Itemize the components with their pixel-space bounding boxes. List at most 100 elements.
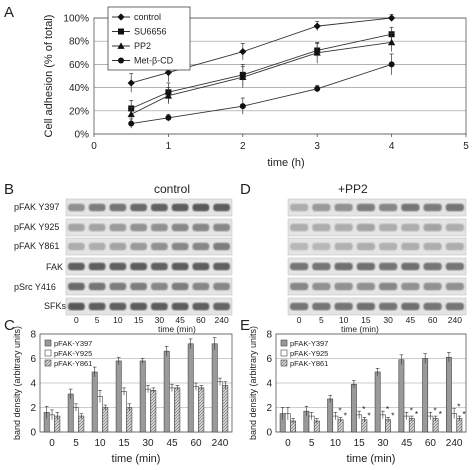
blot-d-strip-0 (287, 198, 467, 217)
blot-b-band-5-1 (88, 302, 106, 311)
bar-c-bar-2-4 (150, 390, 157, 433)
blot-d-band-1-4 (379, 223, 398, 232)
blot-d-band-4-1 (312, 282, 331, 291)
panel-label-a: A (4, 4, 14, 21)
blot-row-label-1: pFAK Y925 (14, 222, 59, 232)
blot-d-band-0-4 (379, 203, 398, 212)
blot-b-band-5-0 (68, 302, 85, 311)
plot-frame-a (93, 17, 467, 135)
bar-c-legend-label-2: pFAK-Y861 (54, 359, 92, 368)
bar-c-frame (39, 333, 233, 433)
blot-d-band-2-2 (334, 242, 353, 251)
blot-b-band-1-6 (192, 223, 210, 232)
blot-b-band-0-7 (213, 203, 230, 212)
legend-a-label-1: SU6656 (134, 27, 167, 37)
blot-d-band-3-4 (379, 262, 398, 271)
panel-label-e: E (240, 317, 250, 334)
bar-c-bar-1-3 (121, 391, 127, 433)
blot-b-band-2-5 (171, 242, 189, 251)
blot-b-band-1-7 (213, 223, 230, 232)
bar-c-legend-swatch-2 (44, 359, 52, 367)
bar-e-star-2-4: * (391, 410, 395, 420)
bar-e-star-2-3: * (367, 410, 371, 420)
legend-a-marker-0 (117, 13, 125, 21)
bar-e-xtick-6: 60 (425, 438, 437, 449)
blot-d-band-1-7 (445, 223, 464, 232)
blot-b-lane-1: 5 (95, 315, 100, 325)
blot-b-band-4-7 (213, 282, 230, 291)
blot-d-band-4-3 (356, 282, 375, 291)
blot-b-band-5-5 (171, 302, 189, 311)
blot-d-band-0-3 (356, 203, 375, 212)
western-blot-pp2: +PP2 time (min) 0 5 10 15 30 45 60 240 (287, 182, 467, 334)
bar-e-star-1-5: * (410, 405, 414, 415)
bar-e-xtick-7: 240 (446, 438, 463, 449)
series-a-2 (127, 32, 396, 122)
blot-d-band-0-2 (334, 203, 353, 212)
blot-d-band-5-0 (290, 302, 309, 311)
series-a-3 (128, 53, 395, 129)
blot-b-band-2-1 (88, 242, 106, 251)
blot-d-band-4-2 (334, 282, 353, 291)
point-a-0-4 (388, 14, 396, 22)
bar-e-legend-label-1: pFAK-Y925 (290, 349, 328, 358)
blot-b-band-4-4 (151, 282, 168, 291)
blot-row-label-4: pSrc Y416 (14, 282, 56, 292)
bar-c-xtick-7: 240 (212, 438, 229, 449)
bar-e-star-2-6: * (439, 409, 443, 419)
blot-d-xlabel: time (min) (341, 324, 379, 334)
ytick-a-1: 20% (69, 106, 89, 117)
blot-d-band-3-2 (334, 262, 353, 271)
bar-c-bar-0-4 (139, 360, 146, 433)
bar-c-xtick-5: 45 (166, 438, 178, 449)
blot-b-band-3-2 (109, 262, 127, 271)
bar-c-bar-1-5 (169, 387, 175, 433)
blot-row-label-3: FAK (46, 262, 63, 272)
blot-row-label-5: SFKs (44, 301, 67, 311)
bar-c-xtick-1: 5 (73, 438, 79, 449)
blot-d-band-5-5 (401, 302, 420, 311)
bar-c-bar-1-7 (217, 381, 223, 433)
bar-c-ytick-2: 4 (30, 379, 36, 390)
blot-b-lane-0: 0 (74, 315, 79, 325)
bar-e-star-2-2: * (344, 410, 348, 420)
blot-d-band-3-6 (423, 262, 442, 271)
blot-d-lane-7: 240 (448, 315, 462, 325)
bar-e-ytick-3: 6 (266, 354, 272, 365)
ylabel-a: Cell adhesion (% of total) (43, 15, 55, 138)
blot-d-band-1-3 (356, 223, 375, 232)
blot-d-lane-2: 10 (339, 315, 349, 325)
bar-e-ytick-0: 0 (266, 428, 272, 439)
point-a-3-1 (165, 114, 172, 121)
blot-b-band-1-3 (130, 223, 147, 232)
blot-b-lane-2: 10 (113, 315, 123, 325)
blot-d-band-5-3 (356, 302, 375, 311)
blot-b-band-2-6 (192, 242, 210, 251)
blot-d-band-1-5 (401, 223, 420, 232)
point-a-0-1 (164, 68, 172, 77)
legend-a-label-3: Met-β-CD (134, 56, 174, 66)
blot-b-band-0-4 (151, 203, 168, 212)
bar-c-legend-label-0: pFAK-Y397 (54, 339, 92, 348)
blot-d-band-1-1 (312, 223, 331, 232)
bar-e-legend-label-0: pFAK-Y397 (290, 339, 328, 348)
blot-b-strip-3 (65, 257, 233, 276)
bar-c-bar-0-1 (67, 393, 74, 433)
blot-d-band-3-3 (356, 262, 375, 271)
ytick-a-4: 80% (69, 37, 89, 48)
blot-b-band-5-2 (109, 302, 127, 311)
legend-a-marker-2 (117, 42, 125, 49)
blot-d-lane-5: 45 (406, 315, 416, 325)
panel-label-d: D (240, 181, 251, 198)
bar-e-xtick-4: 30 (377, 438, 389, 449)
bar-e-star-2-5: * (415, 409, 419, 419)
blot-b-band-1-4 (151, 223, 168, 232)
point-a-3-3 (314, 85, 321, 92)
bar-c-xtick-6: 60 (190, 438, 202, 449)
blot-d-title: +PP2 (338, 182, 368, 196)
blot-b-band-0-0 (68, 203, 85, 212)
blot-b-band-0-5 (171, 203, 189, 212)
bar-e-legend-swatch-1 (280, 349, 288, 357)
blot-d-band-0-1 (312, 203, 331, 212)
blot-d-band-0-5 (401, 203, 420, 212)
